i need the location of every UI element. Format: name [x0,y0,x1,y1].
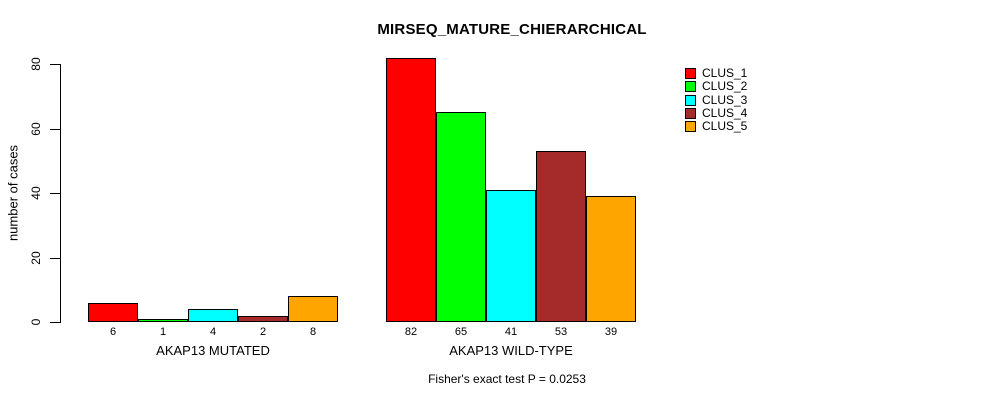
bar-value-label-CLUS_5-group2: 39 [604,326,618,338]
bar-value-label-CLUS_5-group1: 8 [309,326,317,338]
legend-item-CLUS_3: CLUS_3 [685,94,747,106]
y-axis-title: number of cases [5,144,21,242]
bar-value-label-CLUS_2-group1: 1 [159,326,167,338]
bar-value-label-CLUS_1-group2: 82 [404,326,418,338]
bar-CLUS_3-group1 [188,309,238,322]
group-label-wildtype: AKAP13 WILD-TYPE [449,343,573,358]
bar-CLUS_5-group2 [586,196,636,322]
y-tick-label-40: 40 [29,186,43,200]
bar-CLUS_3-group2 [486,190,536,322]
y-tick-label-80: 80 [29,57,43,71]
bar-value-label-CLUS_3-group1: 4 [209,326,217,338]
bar-CLUS_4-group1 [238,316,288,322]
legend-item-CLUS_2: CLUS_2 [685,80,747,92]
legend-label-CLUS_3: CLUS_3 [702,93,748,107]
bar-value-label-CLUS_1-group1: 6 [109,326,117,338]
y-tick-40 [50,193,61,194]
y-tick-60 [50,129,61,130]
legend-item-CLUS_5: CLUS_5 [685,120,747,132]
chart-title: MIRSEQ_MATURE_CHIERARCHICAL [377,21,647,38]
legend-swatch-CLUS_2 [685,80,696,92]
bar-value-label-CLUS_2-group2: 65 [454,326,468,338]
y-tick-80 [50,64,61,65]
y-tick-label-60: 60 [29,122,43,136]
annotation-pvalue: Fisher's exact test P = 0.0253 [428,372,586,386]
bar-value-label-CLUS_4-group1: 2 [259,326,267,338]
legend-label-CLUS_1: CLUS_1 [702,66,748,80]
legend-swatch-CLUS_4 [685,107,696,119]
y-tick-label-20: 20 [29,251,43,265]
bar-value-label-CLUS_3-group2: 41 [504,326,518,338]
y-tick-label-0: 0 [29,318,43,326]
legend-item-CLUS_4: CLUS_4 [685,107,747,119]
legend-label-CLUS_4: CLUS_4 [702,106,748,120]
y-tick-0 [50,322,61,323]
bar-CLUS_5-group1 [288,296,338,322]
legend-swatch-CLUS_5 [685,120,696,132]
bar-CLUS_2-group1 [138,319,188,322]
legend-swatch-CLUS_3 [685,94,696,106]
legend-item-CLUS_1: CLUS_1 [685,67,747,79]
legend-label-CLUS_2: CLUS_2 [702,79,748,93]
legend-label-CLUS_5: CLUS_5 [702,119,748,133]
legend-swatch-CLUS_1 [685,67,696,79]
y-tick-20 [50,258,61,259]
bar-CLUS_4-group2 [536,151,586,322]
bar-CLUS_2-group2 [436,112,486,322]
bar-CLUS_1-group2 [386,58,436,322]
bar-CLUS_1-group1 [88,303,138,322]
group-label-mutated: AKAP13 MUTATED [156,343,270,358]
bar-value-label-CLUS_4-group2: 53 [554,326,568,338]
